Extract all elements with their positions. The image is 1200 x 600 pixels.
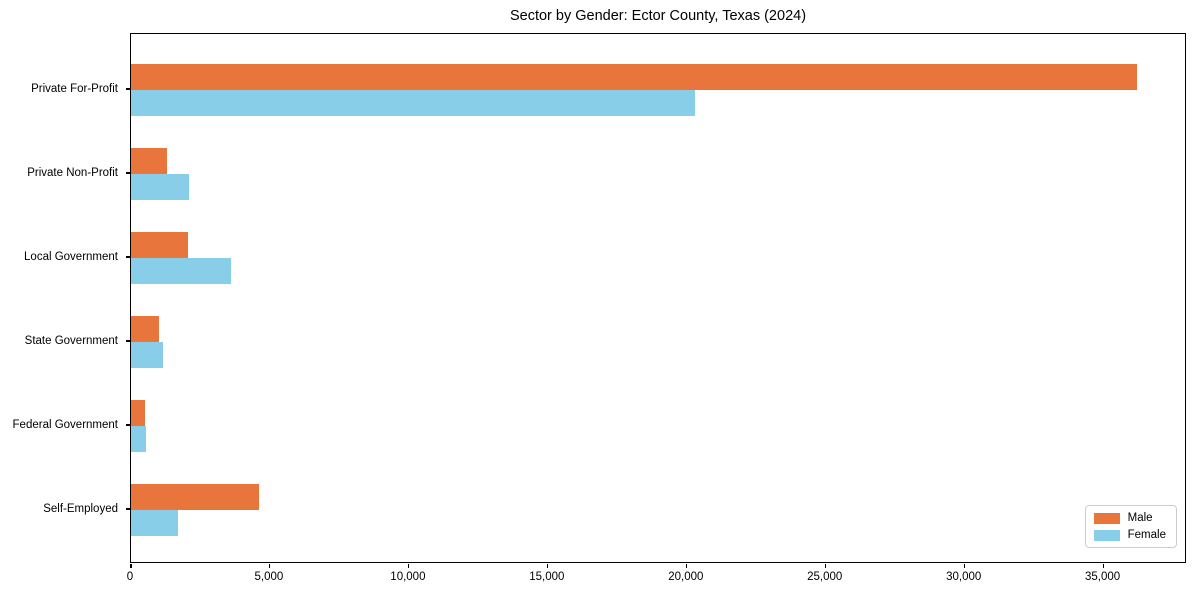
legend-label-female: Female <box>1127 529 1166 541</box>
bar-male-4 <box>131 400 145 426</box>
bar-female-3 <box>131 342 163 368</box>
x-tick-mark-7 <box>1102 564 1105 568</box>
x-tick-mark-1 <box>268 564 271 568</box>
legend-item-male: Male <box>1093 512 1166 524</box>
bar-male-2 <box>131 232 188 258</box>
legend-swatch-male-icon <box>1093 512 1120 524</box>
x-tick-mark-0 <box>130 564 132 568</box>
x-tick-mark-6 <box>963 564 966 568</box>
bar-female-1 <box>131 174 190 200</box>
chart-title: Sector by Gender: Ector County, Texas (2… <box>509 8 807 24</box>
x-tick-label-7: 35,000 <box>1085 571 1121 583</box>
y-tick-mark-4 <box>126 424 130 426</box>
x-tick-mark-2 <box>407 564 410 568</box>
x-tick-mark-4 <box>685 564 688 568</box>
bar-male-5 <box>131 484 259 510</box>
x-tick-mark-3 <box>546 564 549 568</box>
legend-label-male: Male <box>1127 512 1153 524</box>
x-tick-label-5: 25,000 <box>807 571 843 583</box>
x-tick-label-1: 5,000 <box>254 571 284 583</box>
x-tick-label-2: 10,000 <box>390 571 426 583</box>
y-tick-label-2: Local Government <box>24 251 118 263</box>
bar-female-0 <box>131 90 696 116</box>
y-tick-label-1: Private Non-Profit <box>27 167 118 179</box>
bar-male-0 <box>131 64 1137 90</box>
bar-female-5 <box>131 510 179 536</box>
y-tick-mark-2 <box>126 256 130 258</box>
x-tick-label-3: 15,000 <box>529 571 565 583</box>
bar-female-4 <box>131 426 146 452</box>
y-tick-mark-3 <box>126 340 130 342</box>
y-tick-label-3: State Government <box>24 335 118 347</box>
x-tick-label-0: 0 <box>126 571 134 583</box>
x-tick-mark-5 <box>824 564 827 568</box>
x-tick-label-6: 30,000 <box>946 571 982 583</box>
legend: Male Female <box>1084 505 1177 548</box>
y-tick-mark-0 <box>126 88 130 90</box>
x-tick-label-4: 20,000 <box>668 571 704 583</box>
y-tick-mark-5 <box>126 508 130 510</box>
y-tick-label-4: Federal Government <box>12 419 118 431</box>
y-axis-labels: Private For-Profit Private Non-Profit Loca… <box>0 33 130 563</box>
legend-swatch-female-icon <box>1093 529 1120 541</box>
bar-female-2 <box>131 258 231 284</box>
y-tick-label-0: Private For-Profit <box>31 83 118 95</box>
y-tick-label-5: Self-Employed <box>43 503 118 515</box>
x-axis: 0 5,000 10,000 15,000 20,000 25,000 30,000 35,0… <box>127 563 1186 593</box>
legend-item-female: Female <box>1093 529 1166 541</box>
bar-male-3 <box>131 316 159 342</box>
bar-male-1 <box>131 148 168 174</box>
y-tick-mark-1 <box>126 172 130 174</box>
plot-area: Male Female <box>130 33 1186 563</box>
